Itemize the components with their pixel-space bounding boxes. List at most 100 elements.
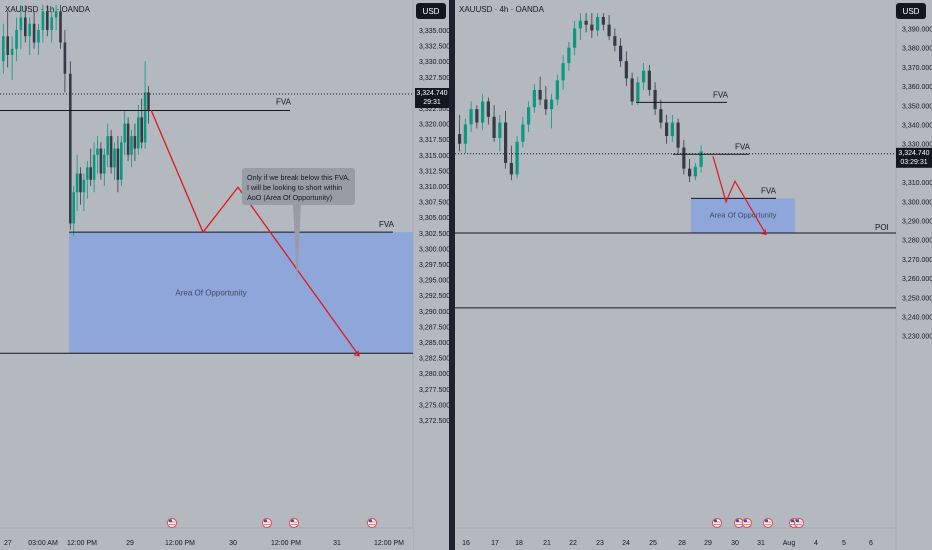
price-tick-label: 3,310.000 (902, 180, 932, 187)
panel-divider[interactable] (449, 0, 455, 550)
right-plot-area[interactable] (455, 0, 896, 550)
candle-body (28, 23, 31, 37)
projection-path[interactable] (150, 109, 360, 357)
candle-body (532, 89, 536, 108)
right-price-scale[interactable] (896, 0, 932, 550)
candle-body (688, 168, 692, 177)
candle-body (79, 173, 82, 193)
price-tick-label: 3,312.500 (419, 168, 449, 175)
price-tick-label: 3,390.000 (902, 27, 932, 34)
candle-body (46, 11, 49, 31)
us-flag-icon[interactable] (288, 517, 300, 529)
time-tick-label: 6 (869, 540, 873, 547)
candle-body (463, 124, 467, 144)
right-currency-badge[interactable] (896, 3, 926, 19)
right-currency-label: USD (903, 7, 920, 16)
price-tick-label: 3,320.000 (419, 122, 449, 129)
left-time-scale[interactable] (0, 528, 413, 550)
bar-countdown: 29:31 (423, 99, 441, 106)
time-tick-label: 29 (126, 540, 134, 547)
candle-body (492, 116, 496, 138)
price-tick-label: 3,240.000 (902, 315, 932, 322)
price-tick-label: 3,280.000 (419, 371, 449, 378)
candle-body (109, 136, 113, 168)
candle-body (143, 92, 147, 143)
candle-body (69, 73, 72, 224)
candle-body (596, 16, 600, 31)
candle-body (120, 142, 123, 180)
price-tick-label: 3,275.000 (419, 402, 449, 409)
fva-label-2: FVA (735, 142, 751, 151)
price-tick-label: 3,307.500 (419, 200, 449, 207)
time-tick-label: 12:00 PM (374, 540, 404, 547)
time-tick-label: 17 (491, 540, 499, 547)
candle-body (37, 30, 40, 43)
candle-body (50, 17, 53, 30)
time-tick-label: 25 (649, 540, 657, 547)
price-tick-label: 3,292.500 (419, 293, 449, 300)
candle-body (123, 123, 126, 143)
price-tick-label: 3,380.000 (902, 46, 932, 53)
candle-body (458, 134, 462, 144)
candle-body (147, 92, 150, 112)
price-tick-label: 3,310.000 (419, 184, 449, 191)
us-flag-icon[interactable] (793, 517, 805, 529)
price-tick-label: 3,330.000 (419, 59, 449, 66)
candle-body (96, 148, 99, 155)
current-price-value-4h: 3,324.740 (898, 150, 929, 157)
candle-body (544, 99, 548, 110)
current-price-badge-4h[interactable]: 3,324.740 03:29:31 (896, 147, 932, 168)
candle-body (41, 11, 45, 31)
current-price-badge[interactable]: 3,324.740 29:31 (415, 88, 449, 109)
price-tick-label: 3,305.000 (419, 215, 449, 222)
us-flag-icon[interactable] (741, 517, 753, 529)
left-chart-panel[interactable]: XAUUSD · 1h · OANDA USD 3,335.000 3,332.5… (0, 0, 449, 550)
area-of-opportunity-zone-4h[interactable] (691, 198, 795, 233)
price-tick-label: 3,315.000 (419, 153, 449, 160)
candle-body (653, 89, 657, 110)
callout-box[interactable]: Only if we break below this FVA, I will … (242, 168, 355, 284)
candle-body (86, 167, 89, 180)
us-flag-icon[interactable] (711, 517, 723, 529)
callout-line-2: I will be looking to short within (247, 183, 342, 192)
price-tick-label: 3,327.500 (419, 75, 449, 82)
candle-body (498, 122, 502, 138)
left-price-scale[interactable] (413, 0, 449, 550)
candle-body (126, 123, 130, 155)
candle-body (113, 148, 116, 168)
price-tick-label: 3,330.000 (902, 142, 932, 149)
us-flag-icon[interactable] (166, 517, 178, 529)
us-flag-icon[interactable] (366, 517, 378, 529)
area-of-opportunity-zone[interactable] (69, 232, 413, 354)
candle-body (555, 80, 559, 100)
candle-body (469, 109, 473, 125)
candle-body (116, 148, 120, 180)
candle-body (647, 70, 651, 90)
candle-body (636, 82, 640, 102)
candle-body (521, 124, 525, 142)
candle-body (613, 36, 617, 46)
left-currency-badge[interactable] (416, 3, 446, 19)
candle-body (584, 20, 588, 25)
time-tick-label: 18 (515, 540, 523, 547)
candle-body (32, 23, 36, 43)
candle-body (63, 42, 67, 74)
projection-path-4h[interactable] (712, 156, 767, 235)
candle-body (106, 136, 109, 155)
left-currency-label: USD (423, 7, 440, 16)
right-chart-panel[interactable]: XAUUSD · 4h · OANDA USD 3,390.000 3,380.0… (455, 0, 932, 550)
us-flag-icon[interactable] (762, 517, 774, 529)
us-flag-icon[interactable] (261, 517, 273, 529)
candle-body (578, 20, 582, 29)
left-time-axis-labels: 27 03:00 AM 12:00 PM 29 12:00 PM 30 12:00 PM 31… (4, 540, 404, 547)
left-event-markers[interactable] (166, 517, 378, 529)
price-tick-label: 3,280.000 (902, 238, 932, 245)
price-tick-label: 3,340.000 (902, 123, 932, 130)
candle-body (486, 101, 490, 117)
right-event-markers[interactable] (711, 517, 805, 529)
candle-body (699, 151, 703, 167)
right-chart-header: XAUUSD · 4h · OANDA (459, 5, 545, 14)
candle-body (19, 17, 23, 30)
time-tick-label: 30 (731, 540, 739, 547)
